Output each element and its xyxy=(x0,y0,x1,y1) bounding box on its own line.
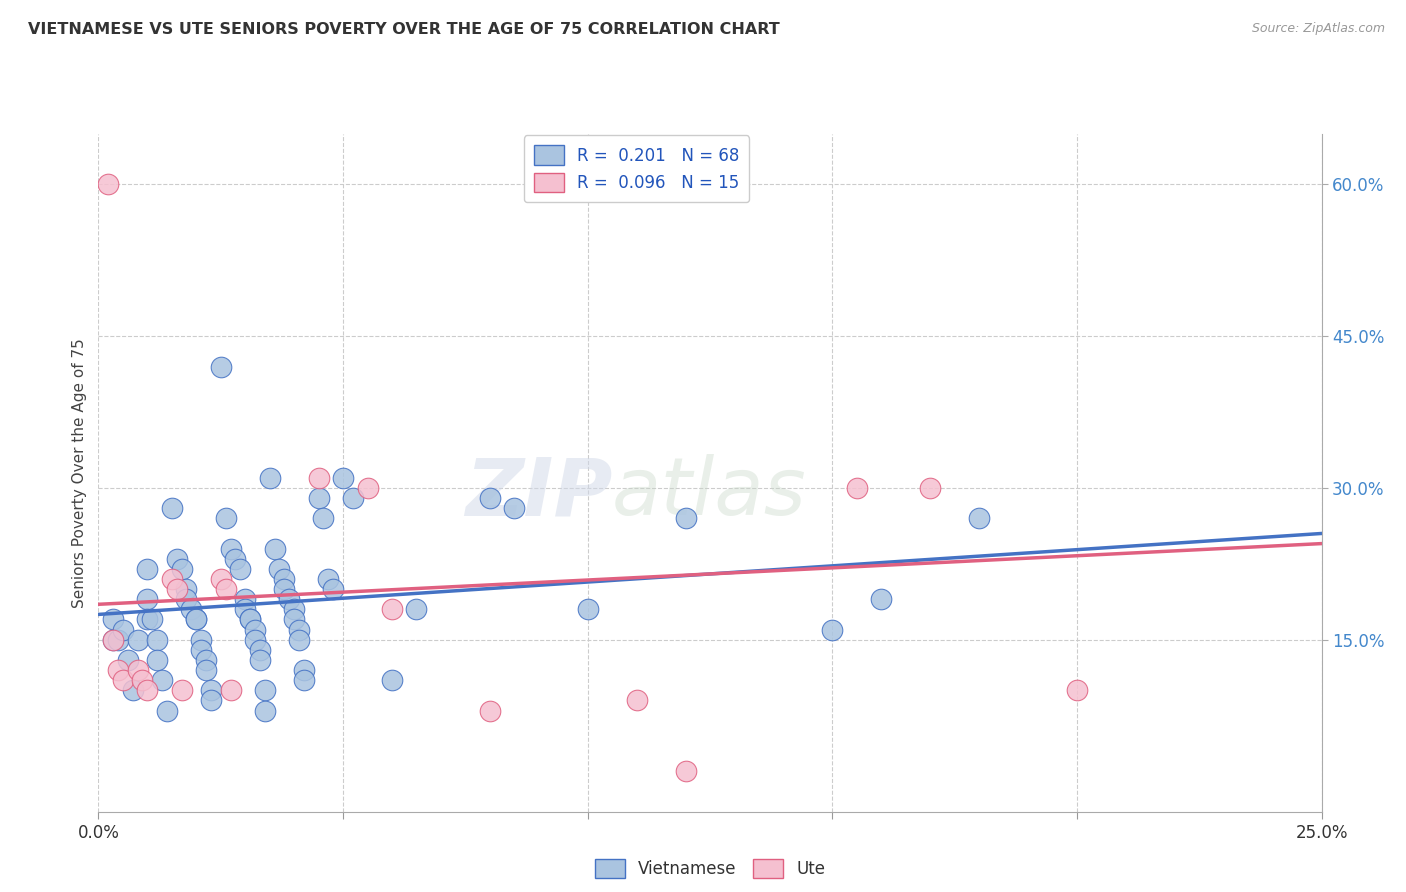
Point xyxy=(283,602,305,616)
Point xyxy=(288,632,311,647)
Point xyxy=(269,562,291,576)
Point xyxy=(249,653,271,667)
Point xyxy=(136,683,159,698)
Point xyxy=(214,582,236,596)
Point xyxy=(478,704,501,718)
Point xyxy=(111,673,134,688)
Point xyxy=(356,481,378,495)
Point xyxy=(127,632,149,647)
Point xyxy=(478,491,501,505)
Point xyxy=(253,683,276,698)
Point xyxy=(576,602,599,616)
Point xyxy=(675,511,697,525)
Point xyxy=(233,592,256,607)
Point xyxy=(322,582,344,596)
Point xyxy=(626,693,648,707)
Point xyxy=(107,632,129,647)
Point xyxy=(312,511,335,525)
Point xyxy=(821,623,844,637)
Point xyxy=(101,612,124,626)
Point xyxy=(967,511,990,525)
Point xyxy=(214,511,236,525)
Point xyxy=(239,612,262,626)
Point xyxy=(97,178,120,192)
Point xyxy=(170,683,193,698)
Point xyxy=(136,612,159,626)
Point xyxy=(224,551,246,566)
Point xyxy=(136,562,159,576)
Point xyxy=(308,471,330,485)
Text: ZIP: ZIP xyxy=(465,454,612,533)
Point xyxy=(101,632,124,647)
Point xyxy=(920,481,942,495)
Point xyxy=(1066,683,1088,698)
Point xyxy=(186,612,208,626)
Point xyxy=(195,653,218,667)
Point xyxy=(292,663,315,677)
Point xyxy=(117,653,139,667)
Point xyxy=(229,562,252,576)
Point xyxy=(131,673,153,688)
Point xyxy=(283,612,305,626)
Point xyxy=(381,602,404,616)
Point xyxy=(107,663,129,677)
Point xyxy=(166,582,188,596)
Point xyxy=(273,572,295,586)
Point xyxy=(121,683,143,698)
Text: atlas: atlas xyxy=(612,454,807,533)
Point xyxy=(146,632,169,647)
Point xyxy=(219,683,242,698)
Point xyxy=(845,481,868,495)
Point xyxy=(180,602,202,616)
Point xyxy=(243,632,266,647)
Point xyxy=(150,673,173,688)
Point xyxy=(263,541,285,556)
Point xyxy=(503,501,526,516)
Point xyxy=(292,673,315,688)
Point xyxy=(381,673,404,688)
Point xyxy=(318,572,340,586)
Point xyxy=(209,359,232,374)
Point xyxy=(176,592,198,607)
Point xyxy=(160,501,183,516)
Point xyxy=(146,653,169,667)
Point xyxy=(249,643,271,657)
Y-axis label: Seniors Poverty Over the Age of 75: Seniors Poverty Over the Age of 75 xyxy=(72,338,87,607)
Text: Source: ZipAtlas.com: Source: ZipAtlas.com xyxy=(1251,22,1385,36)
Point xyxy=(259,471,281,485)
Point xyxy=(243,623,266,637)
Point xyxy=(675,764,697,779)
Point xyxy=(233,602,256,616)
Point xyxy=(190,643,212,657)
Legend: Vietnamese, Ute: Vietnamese, Ute xyxy=(588,852,832,885)
Point xyxy=(200,693,222,707)
Point xyxy=(273,582,295,596)
Point xyxy=(127,663,149,677)
Point xyxy=(160,572,183,586)
Point xyxy=(200,683,222,698)
Point xyxy=(870,592,893,607)
Point xyxy=(195,663,218,677)
Point xyxy=(332,471,354,485)
Point xyxy=(141,612,163,626)
Point xyxy=(209,572,232,586)
Point xyxy=(308,491,330,505)
Point xyxy=(190,632,212,647)
Point xyxy=(101,632,124,647)
Point xyxy=(405,602,427,616)
Point xyxy=(342,491,364,505)
Point xyxy=(288,623,311,637)
Point xyxy=(253,704,276,718)
Text: VIETNAMESE VS UTE SENIORS POVERTY OVER THE AGE OF 75 CORRELATION CHART: VIETNAMESE VS UTE SENIORS POVERTY OVER T… xyxy=(28,22,780,37)
Point xyxy=(166,551,188,566)
Point xyxy=(111,623,134,637)
Point xyxy=(219,541,242,556)
Point xyxy=(156,704,179,718)
Point xyxy=(136,592,159,607)
Point xyxy=(176,582,198,596)
Point xyxy=(186,612,208,626)
Point xyxy=(170,562,193,576)
Point xyxy=(239,612,262,626)
Point xyxy=(278,592,301,607)
